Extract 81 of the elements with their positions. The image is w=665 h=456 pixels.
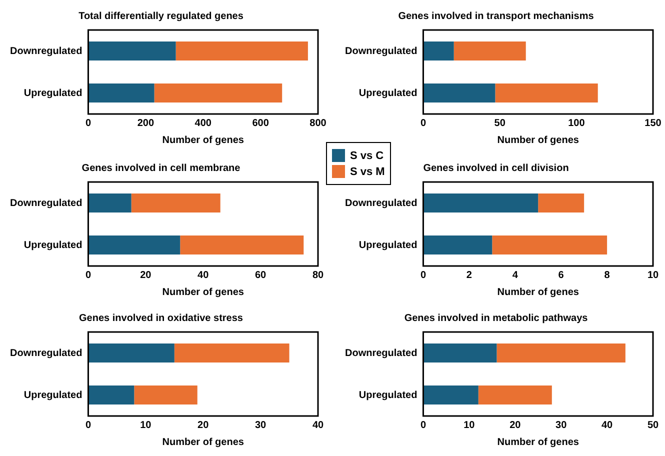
- legend-label: S vs C: [350, 150, 384, 162]
- y-tick-label: Upregulated: [358, 88, 418, 99]
- y-tick-label: Downregulated: [10, 198, 82, 209]
- x-tick-label: 60: [254, 270, 267, 281]
- y-tick-label: Upregulated: [24, 88, 82, 99]
- legend-label: S vs M: [350, 166, 385, 178]
- x-tick-label: 0: [85, 118, 92, 129]
- x-tick-label: 0: [420, 420, 426, 431]
- y-tick-label: Downregulated: [10, 348, 82, 359]
- x-tick-label: 10: [464, 420, 476, 431]
- bar: [180, 236, 304, 254]
- x-axis-title: Number of genes: [162, 286, 244, 298]
- x-axis-title: Number of genes: [497, 436, 580, 448]
- bar: [496, 344, 626, 362]
- x-tick-label: 4: [512, 270, 518, 281]
- x-tick-label: 40: [312, 420, 324, 431]
- y-tick-label: Downregulated: [10, 46, 82, 57]
- bar: [454, 42, 526, 60]
- bar: [88, 84, 154, 102]
- x-tick-label: 0: [420, 270, 426, 281]
- x-axis-title: Number of genes: [497, 286, 580, 298]
- bar: [423, 386, 478, 404]
- bar: [423, 42, 454, 60]
- x-tick-label: 10: [140, 420, 152, 431]
- x-tick-label: 6: [558, 270, 564, 281]
- x-tick-label: 200: [137, 118, 154, 129]
- x-tick-label: 30: [556, 420, 568, 431]
- x-tick-label: 600: [252, 118, 270, 129]
- x-tick-label: 0: [85, 270, 92, 281]
- bar: [154, 84, 282, 102]
- bar: [478, 386, 552, 404]
- x-tick-label: 20: [140, 270, 152, 281]
- bar: [492, 236, 608, 254]
- x-tick-label: 8: [604, 270, 610, 281]
- chart-title: Genes involved in cell division: [423, 162, 569, 174]
- chart-title: Genes involved in transport mechanisms: [398, 10, 594, 22]
- y-tick-label: Downregulated: [344, 198, 418, 209]
- y-tick-label: Upregulated: [358, 390, 418, 401]
- x-tick-label: 80: [312, 270, 324, 281]
- bar: [423, 344, 497, 362]
- bar: [88, 386, 134, 404]
- y-tick-label: Upregulated: [24, 240, 82, 251]
- bar: [495, 84, 598, 102]
- y-tick-label: Downregulated: [344, 46, 418, 57]
- chart-title: Total differentially regulated genes: [78, 10, 244, 22]
- x-tick-label: 50: [494, 118, 506, 129]
- x-axis-title: Number of genes: [162, 436, 244, 448]
- x-tick-label: 20: [510, 420, 522, 431]
- bar: [423, 84, 496, 102]
- x-tick-label: 0: [420, 118, 426, 129]
- bar: [131, 194, 220, 212]
- chart-title: Genes involved in cell membrane: [82, 162, 241, 174]
- bar: [88, 194, 132, 212]
- bar: [88, 42, 176, 60]
- x-tick-label: 50: [647, 420, 659, 431]
- x-tick-label: 400: [194, 118, 212, 129]
- bar: [176, 42, 308, 60]
- x-tick-label: 20: [198, 420, 210, 431]
- bar: [134, 386, 198, 404]
- y-tick-label: Upregulated: [24, 390, 82, 401]
- x-axis-title: Number of genes: [162, 134, 244, 146]
- x-tick-label: 0: [85, 420, 92, 431]
- bar: [423, 236, 492, 254]
- x-tick-label: 100: [568, 118, 586, 129]
- x-tick-label: 40: [601, 420, 614, 431]
- bar: [88, 236, 180, 254]
- y-tick-label: Upregulated: [358, 240, 418, 251]
- x-tick-label: 40: [198, 270, 210, 281]
- chart-title: Genes involved in oxidative stress: [79, 312, 244, 324]
- x-tick-label: 150: [644, 118, 662, 129]
- bar: [88, 344, 174, 362]
- x-tick-label: 10: [647, 270, 659, 281]
- bar: [538, 194, 584, 212]
- bar: [423, 194, 538, 212]
- x-tick-label: 2: [466, 270, 472, 281]
- chart-title: Genes involved in metabolic pathways: [404, 312, 588, 324]
- y-tick-label: Downregulated: [344, 348, 418, 359]
- x-tick-label: 30: [254, 420, 267, 431]
- bar: [174, 344, 290, 362]
- x-tick-label: 800: [310, 118, 327, 129]
- x-axis-title: Number of genes: [497, 134, 580, 146]
